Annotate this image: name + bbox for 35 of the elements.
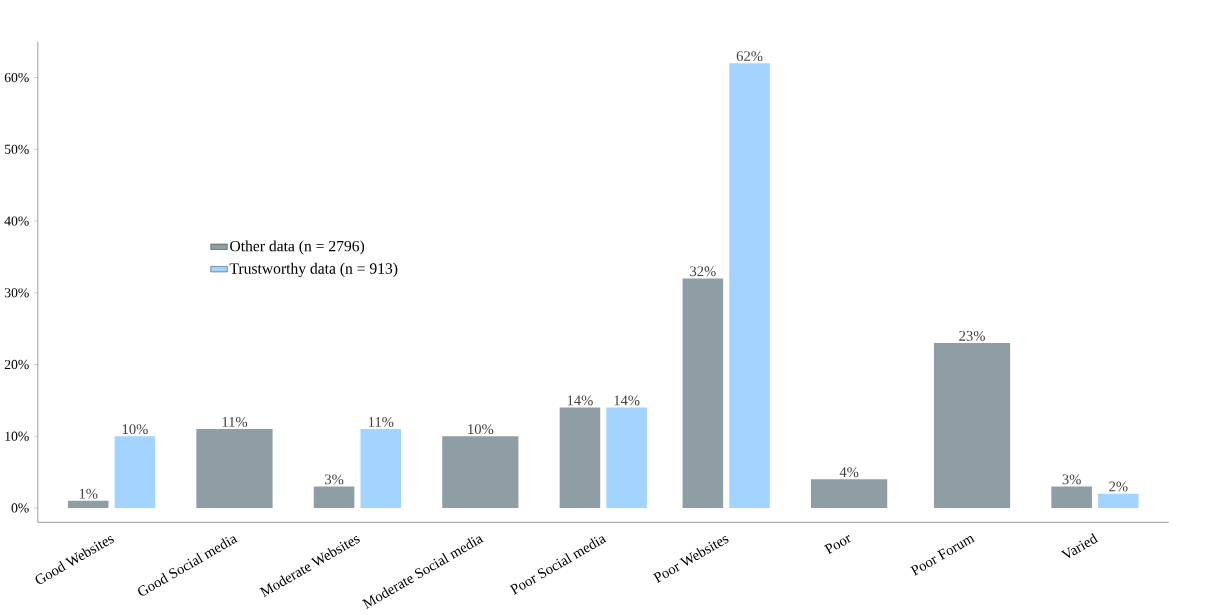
y-tick-label: 40% <box>4 216 29 226</box>
x-tick-label: Poor Forum <box>909 535 976 576</box>
data-label: 11% <box>368 417 394 427</box>
data-label: 32% <box>690 266 716 277</box>
bar <box>313 486 355 508</box>
bar <box>682 278 724 508</box>
y-tick-label: 0% <box>11 503 29 513</box>
y-tick-label: 30% <box>4 288 29 298</box>
data-label: 10% <box>468 424 494 435</box>
data-label: 3% <box>1062 474 1081 485</box>
bar <box>360 429 402 508</box>
bar <box>1098 493 1139 508</box>
data-label: 11% <box>222 417 248 427</box>
bar <box>67 500 109 508</box>
data-label: 10% <box>122 424 148 435</box>
y-tick-label: 10% <box>5 431 29 441</box>
bar <box>559 407 601 508</box>
x-tick-label: Poor <box>823 534 852 555</box>
bar <box>1051 486 1092 508</box>
data-label: 23% <box>959 330 985 341</box>
data-label: 1% <box>79 488 98 499</box>
data-label: 62% <box>736 51 763 62</box>
data-label: 4% <box>839 467 859 478</box>
y-tick-label: 50% <box>5 144 29 154</box>
bar <box>606 407 647 508</box>
legend-label: Trustworthy data (n = 913) <box>229 262 398 278</box>
y-tick-label: 60% <box>4 72 29 83</box>
data-label: 2% <box>1109 481 1128 492</box>
legend-label: Other data (n = 2796) <box>230 240 365 255</box>
data-label: 3% <box>325 474 344 485</box>
data-label: 14% <box>567 395 593 406</box>
bar <box>114 436 156 508</box>
data-label: 14% <box>614 395 640 406</box>
y-tick-label: 20% <box>4 359 29 370</box>
bar <box>729 63 770 508</box>
